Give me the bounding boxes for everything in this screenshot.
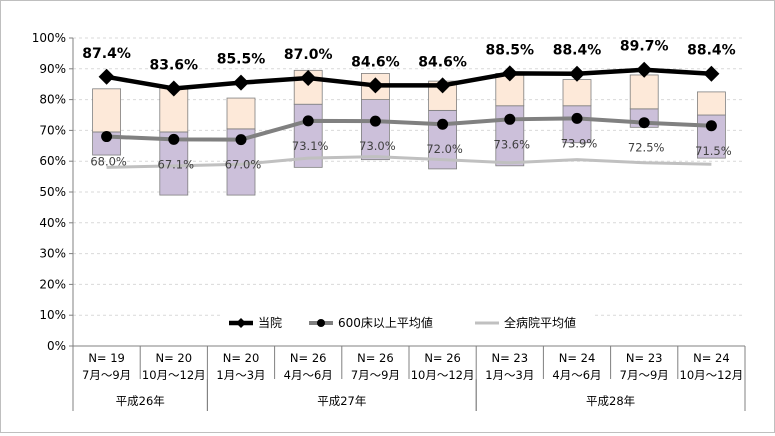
box-upper — [629, 74, 659, 110]
marker-600-beds — [437, 118, 449, 130]
marker-600-beds — [504, 113, 516, 125]
category-n-label: N= 20 — [223, 351, 260, 365]
legend-background — [223, 313, 593, 335]
data-label-own-hospital: 87.4% — [82, 46, 131, 62]
y-tick-label: 50% — [39, 185, 66, 199]
marker-own-hospital — [165, 80, 182, 97]
data-label-600-beds: 72.5% — [628, 141, 665, 155]
category-period-label: 7月～9月 — [620, 368, 669, 382]
category-n-label: N= 23 — [492, 351, 529, 365]
series-line-own-hospital — [106, 67, 712, 91]
data-label-own-hospital: 89.7% — [620, 39, 669, 55]
category-n-label: N= 19 — [88, 351, 125, 365]
data-label-own-hospital: 83.6% — [150, 58, 199, 74]
data-label-own-hospital: 85.5% — [217, 52, 266, 68]
category-n-label: N= 24 — [559, 351, 596, 365]
marker-600-beds — [638, 117, 650, 129]
y-tick-label: 20% — [39, 277, 66, 291]
series-line-600-beds — [106, 116, 712, 142]
y-tick-label: 10% — [39, 308, 66, 322]
category-period-label: 7月～9月 — [82, 368, 131, 382]
category-n-label: N= 20 — [156, 351, 193, 365]
year-group-label: 平成27年 — [317, 394, 366, 408]
marker-own-hospital — [233, 74, 249, 91]
box-lower — [562, 105, 592, 144]
series-lines — [98, 61, 720, 169]
data-label-600-beds: 73.1% — [292, 139, 329, 153]
data-label-600-beds: 73.9% — [561, 136, 598, 150]
category-period-label: 10月～12月 — [411, 368, 475, 382]
box-upper — [562, 79, 592, 107]
year-group-label: 平成28年 — [586, 394, 635, 408]
data-label-600-beds: 67.0% — [225, 158, 262, 172]
category-period-label: 1月～3月 — [216, 368, 265, 382]
marker-600-beds — [705, 120, 717, 132]
x-axis: N= 19 7月～9月 N= 20 10月～12月 N= 20 1月～3月 N= 26 4月～… — [72, 345, 746, 411]
y-tick-label: 60% — [39, 154, 66, 168]
category-n-label: N= 26 — [290, 351, 327, 365]
y-tick-label: 80% — [39, 93, 66, 107]
marker-own-hospital — [501, 65, 518, 82]
marker-own-hospital — [98, 68, 115, 85]
marker-own-hospital — [367, 77, 384, 94]
marker-600-beds — [101, 131, 113, 143]
marker-own-hospital — [703, 65, 720, 82]
box-upper — [92, 88, 121, 133]
data-label-600-beds: 68.0% — [90, 155, 127, 169]
data-label-own-hospital: 84.6% — [418, 54, 467, 70]
marker-600-beds — [571, 112, 583, 124]
marker-own-hospital — [434, 77, 451, 94]
data-label-own-hospital: 88.4% — [687, 43, 736, 59]
category-period-label: 10月～12月 — [142, 368, 206, 382]
marker-own-hospital — [300, 70, 317, 87]
data-label-own-hospital: 87.0% — [284, 47, 333, 63]
legend-600-beds-marker — [317, 319, 325, 327]
data-label-600-beds: 71.5% — [695, 144, 732, 158]
category-n-label: N= 24 — [693, 351, 730, 365]
marker-600-beds — [235, 134, 247, 146]
box-upper — [697, 91, 726, 116]
category-period-label: 4月～6月 — [552, 368, 601, 382]
data-label-own-hospital: 84.6% — [351, 54, 400, 70]
data-label-own-hospital: 88.4% — [553, 43, 602, 59]
y-tick-label: 70% — [39, 123, 66, 137]
box-upper — [226, 97, 256, 130]
legend-all-hospitals-label: 全病院平均値 — [504, 315, 576, 330]
category-period-label: 1月～3月 — [485, 368, 534, 382]
marker-600-beds — [168, 133, 180, 145]
y-tick-label: 30% — [39, 247, 66, 261]
series-line-all-hospitals — [106, 155, 712, 169]
y-tick-label: 0% — [47, 339, 66, 353]
legend-own-hospital-label: 当院 — [258, 316, 282, 330]
data-label-600-beds: 73.0% — [359, 139, 396, 153]
box-lower — [360, 99, 390, 161]
legend-own-hospital-marker — [236, 318, 246, 328]
category-period-label: 10月～12月 — [680, 368, 744, 382]
marker-own-hospital — [569, 65, 585, 82]
category-n-label: N= 23 — [626, 351, 663, 365]
marker-600-beds — [302, 115, 314, 127]
marker-600-beds — [369, 115, 381, 127]
legend: 当院 600床以上平均値 全病院平均値 — [223, 313, 593, 335]
category-period-label: 4月～6月 — [284, 368, 333, 382]
marker-own-hospital — [636, 61, 653, 78]
data-label-600-beds: 73.6% — [494, 137, 531, 151]
category-n-label: N= 26 — [357, 351, 394, 365]
year-group-label: 平成26年 — [116, 394, 165, 408]
legend-600-beds-label: 600床以上平均値 — [338, 315, 433, 330]
data-labels: 87.4% 83.6% 85.5% 87.0% 84.6% 84.6% 88.5% 88.4%… — [82, 39, 735, 172]
data-label-600-beds: 72.0% — [426, 142, 463, 156]
category-n-label: N= 26 — [424, 351, 461, 365]
data-label-own-hospital: 88.5% — [486, 42, 535, 58]
y-axis: 0% 10% 20% 30% 40% 50% 60% 70% 80% 90% 100% — [32, 31, 74, 353]
y-tick-label: 100% — [32, 31, 66, 45]
data-label-600-beds: 67.1% — [158, 157, 195, 171]
y-tick-label: 90% — [39, 62, 66, 76]
y-tick-label: 40% — [39, 216, 66, 230]
category-period-label: 7月～9月 — [351, 368, 400, 382]
